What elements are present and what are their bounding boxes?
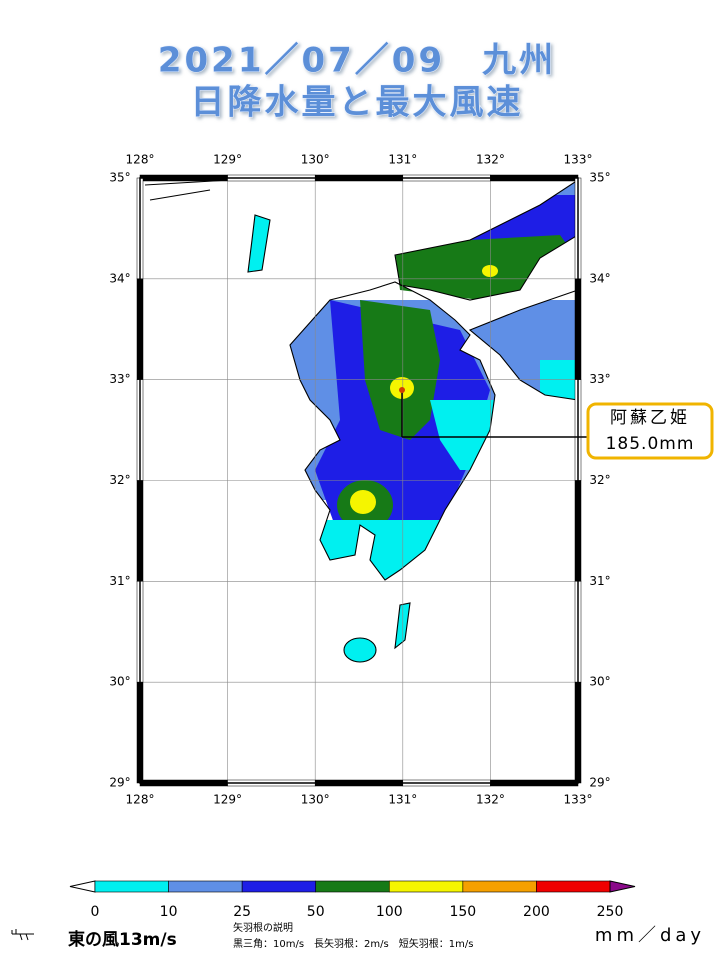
colorbar-label: 25 xyxy=(233,904,251,920)
lon-label: 130° xyxy=(301,153,330,167)
colorbar-label: 10 xyxy=(160,904,178,920)
station-name: 阿蘇乙姫 xyxy=(610,408,690,428)
map: 128° 128° 129° 129° 130° 130° 131° 131° 132° 132°… xyxy=(109,153,714,807)
lon-label: 129° xyxy=(213,793,242,807)
wind-symbol xyxy=(11,929,34,941)
colorbar-label: 250 xyxy=(597,904,624,920)
colorbar-label: 0 xyxy=(91,904,100,920)
colorbar-label: 200 xyxy=(523,904,550,920)
colorbar-segment xyxy=(462,880,537,893)
colorbar-segment xyxy=(94,880,169,893)
colorbar-label: 50 xyxy=(307,904,325,920)
lat-label: 33° xyxy=(589,372,610,386)
lat-label: 35° xyxy=(589,171,610,185)
colorbar-under xyxy=(69,880,96,893)
wind-example: 東の風13m/s xyxy=(68,929,177,950)
lon-label: 129° xyxy=(213,153,242,167)
lat-label: 34° xyxy=(109,271,130,285)
rain-area xyxy=(360,300,440,440)
lat-label: 30° xyxy=(109,675,130,689)
lat-label: 35° xyxy=(109,171,130,185)
colorbar-segment xyxy=(536,880,611,893)
coastline xyxy=(144,178,579,663)
lat-label: 30° xyxy=(589,675,610,689)
lat-label: 31° xyxy=(589,574,610,588)
rain-area xyxy=(350,490,376,514)
lat-label: 29° xyxy=(109,776,130,790)
wind-note: 黒三角：10m/s 長矢羽根：2m/s 短矢羽根：1m/s xyxy=(233,937,473,950)
colorbar-label: 100 xyxy=(376,904,403,920)
lat-label: 33° xyxy=(109,372,130,386)
lat-label: 31° xyxy=(109,574,130,588)
lon-label: 131° xyxy=(388,153,417,167)
lon-label: 128° xyxy=(126,153,155,167)
callout-box xyxy=(586,402,714,460)
colorbar: 0 10 25 50 100 150 200 250 xyxy=(69,880,636,920)
title-line: 2021／07／09 九州 xyxy=(158,41,556,81)
lat-label: 32° xyxy=(109,473,130,487)
colorbar-segment xyxy=(388,880,464,893)
lat-label: 34° xyxy=(589,271,610,285)
lon-label: 133° xyxy=(564,153,593,167)
lon-label: 133° xyxy=(564,793,593,807)
colorbar-segment xyxy=(315,880,390,893)
colorbar-label: 150 xyxy=(449,904,476,920)
rain-area xyxy=(482,265,498,277)
colorbar-over xyxy=(609,880,636,893)
lon-label: 131° xyxy=(388,793,417,807)
wind-note-title: 矢羽根の説明 xyxy=(233,921,293,934)
lat-label: 32° xyxy=(589,473,610,487)
lon-label: 128° xyxy=(126,793,155,807)
title-line: 日降水量と最大風速 xyxy=(191,83,524,123)
lon-label: 130° xyxy=(301,793,330,807)
lon-label: 132° xyxy=(476,793,505,807)
colorbar-segment xyxy=(241,880,317,893)
station-amount: 185.0mm xyxy=(606,434,695,454)
station-marker xyxy=(399,387,405,393)
unit: mm／day xyxy=(595,925,705,946)
map-frame xyxy=(139,177,579,784)
lon-label: 132° xyxy=(476,153,505,167)
lat-label: 29° xyxy=(589,776,610,790)
colorbar-segment xyxy=(168,880,243,893)
